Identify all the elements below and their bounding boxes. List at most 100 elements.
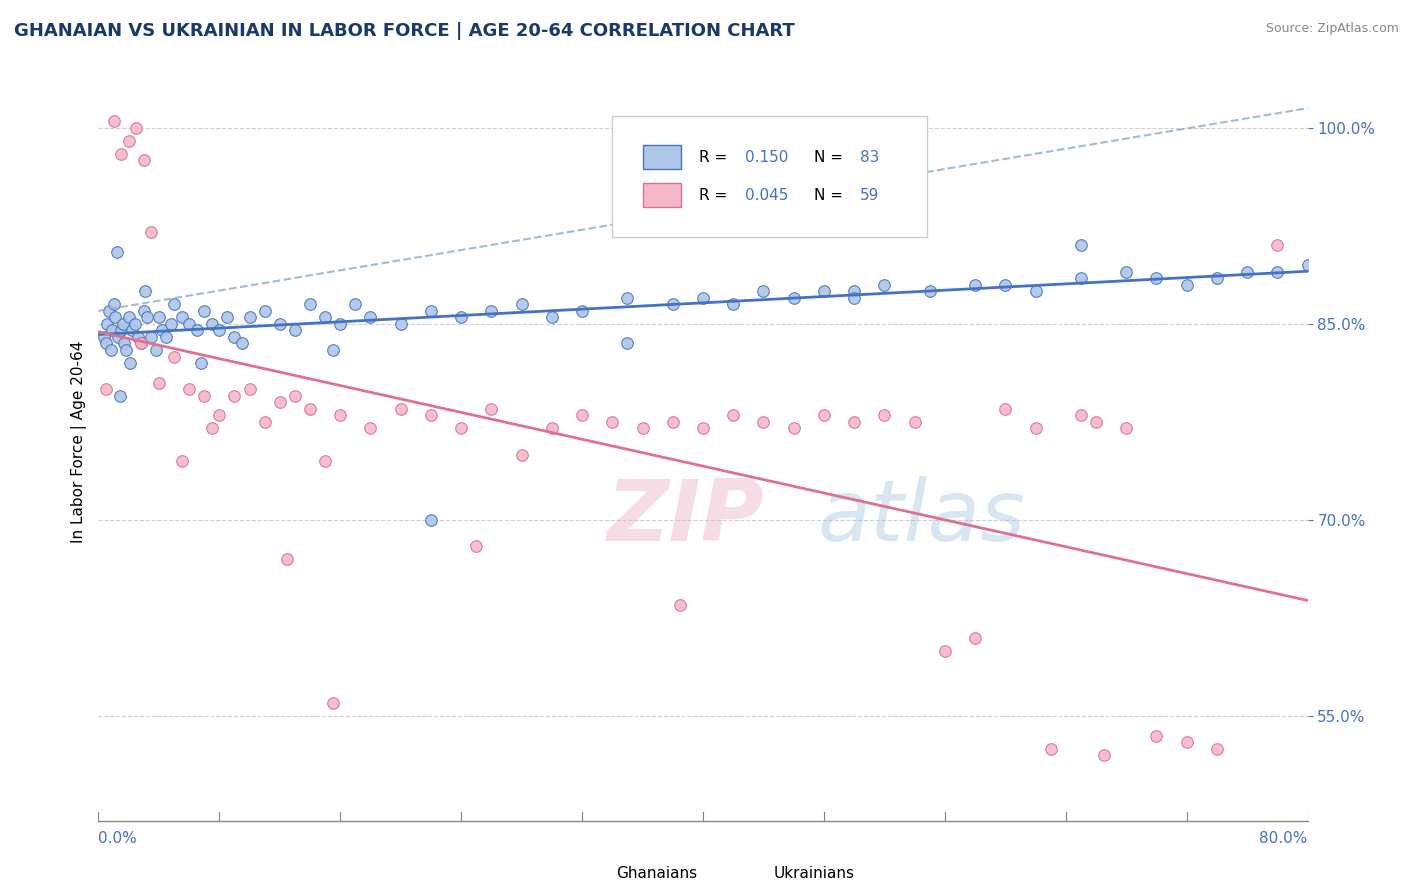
Point — [239, 310, 262, 325]
Point — [616, 291, 638, 305]
Point — [783, 291, 806, 305]
Point — [103, 297, 125, 311]
Point — [510, 448, 533, 462]
Point — [129, 336, 152, 351]
Point — [100, 343, 122, 357]
Point — [1206, 271, 1229, 285]
Point — [420, 409, 443, 423]
Point — [873, 277, 896, 292]
Point — [994, 277, 1017, 292]
Point — [1267, 238, 1289, 252]
Point — [1175, 735, 1198, 749]
Point — [103, 114, 125, 128]
Point — [276, 552, 298, 566]
Point — [752, 415, 775, 429]
Point — [904, 415, 927, 429]
Point — [94, 382, 117, 396]
Point — [201, 317, 224, 331]
Text: Ghanaians: Ghanaians — [616, 866, 697, 881]
Point — [186, 323, 208, 337]
Point — [134, 284, 156, 298]
Text: Ukrainians: Ukrainians — [773, 866, 853, 881]
Point — [661, 297, 683, 311]
Point — [1296, 258, 1319, 272]
Point — [269, 317, 291, 331]
Point — [481, 401, 503, 416]
Point — [661, 415, 683, 429]
Point — [105, 244, 128, 259]
Point — [322, 696, 344, 710]
Point — [120, 356, 142, 370]
Point — [141, 330, 163, 344]
Point — [98, 303, 121, 318]
Point — [481, 303, 503, 318]
FancyBboxPatch shape — [643, 145, 682, 169]
Point — [111, 317, 134, 331]
Point — [631, 421, 654, 435]
Point — [616, 336, 638, 351]
Point — [125, 120, 148, 135]
Point — [135, 310, 157, 325]
Text: N =: N = — [814, 187, 848, 202]
Text: ZIP: ZIP — [606, 475, 763, 559]
Point — [148, 376, 170, 390]
Point — [540, 310, 562, 325]
Point — [723, 297, 745, 311]
Point — [389, 401, 412, 416]
Point — [163, 350, 186, 364]
Point — [141, 226, 163, 240]
Point — [1115, 421, 1137, 435]
Point — [844, 284, 866, 298]
Point — [284, 389, 307, 403]
Point — [118, 134, 141, 148]
Point — [1070, 271, 1092, 285]
Point — [1146, 729, 1168, 743]
Point — [389, 317, 412, 331]
Point — [329, 409, 352, 423]
Point — [118, 310, 141, 325]
Text: 83: 83 — [860, 150, 880, 165]
Text: 59: 59 — [860, 187, 880, 202]
Point — [844, 291, 866, 305]
Point — [94, 336, 117, 351]
Point — [344, 297, 367, 311]
Point — [208, 409, 231, 423]
Point — [132, 153, 155, 168]
Y-axis label: In Labor Force | Age 20-64: In Labor Force | Age 20-64 — [72, 341, 87, 542]
Point — [965, 631, 987, 645]
Point — [163, 297, 186, 311]
Point — [107, 330, 129, 344]
Point — [918, 284, 941, 298]
Point — [193, 389, 215, 403]
FancyBboxPatch shape — [613, 115, 927, 236]
Point — [127, 330, 149, 344]
Text: GHANAIAN VS UKRAINIAN IN LABOR FORCE | AGE 20-64 CORRELATION CHART: GHANAIAN VS UKRAINIAN IN LABOR FORCE | A… — [14, 22, 794, 40]
FancyBboxPatch shape — [740, 863, 766, 885]
Point — [783, 421, 806, 435]
Point — [540, 421, 562, 435]
Point — [420, 513, 443, 527]
Point — [752, 284, 775, 298]
Point — [571, 303, 593, 318]
Point — [179, 317, 201, 331]
Point — [1267, 264, 1289, 278]
Text: Source: ZipAtlas.com: Source: ZipAtlas.com — [1265, 22, 1399, 36]
Point — [1024, 284, 1046, 298]
Point — [179, 382, 201, 396]
Point — [1085, 415, 1108, 429]
Point — [121, 323, 143, 337]
Point — [360, 310, 382, 325]
Point — [190, 356, 212, 370]
Point — [965, 277, 987, 292]
Point — [844, 415, 866, 429]
Point — [101, 323, 124, 337]
Point — [253, 415, 276, 429]
Point — [104, 310, 127, 325]
Point — [299, 297, 322, 311]
Point — [108, 389, 131, 403]
Point — [112, 336, 135, 351]
Point — [110, 323, 132, 337]
Point — [669, 598, 692, 612]
Point — [231, 336, 253, 351]
Point — [208, 323, 231, 337]
